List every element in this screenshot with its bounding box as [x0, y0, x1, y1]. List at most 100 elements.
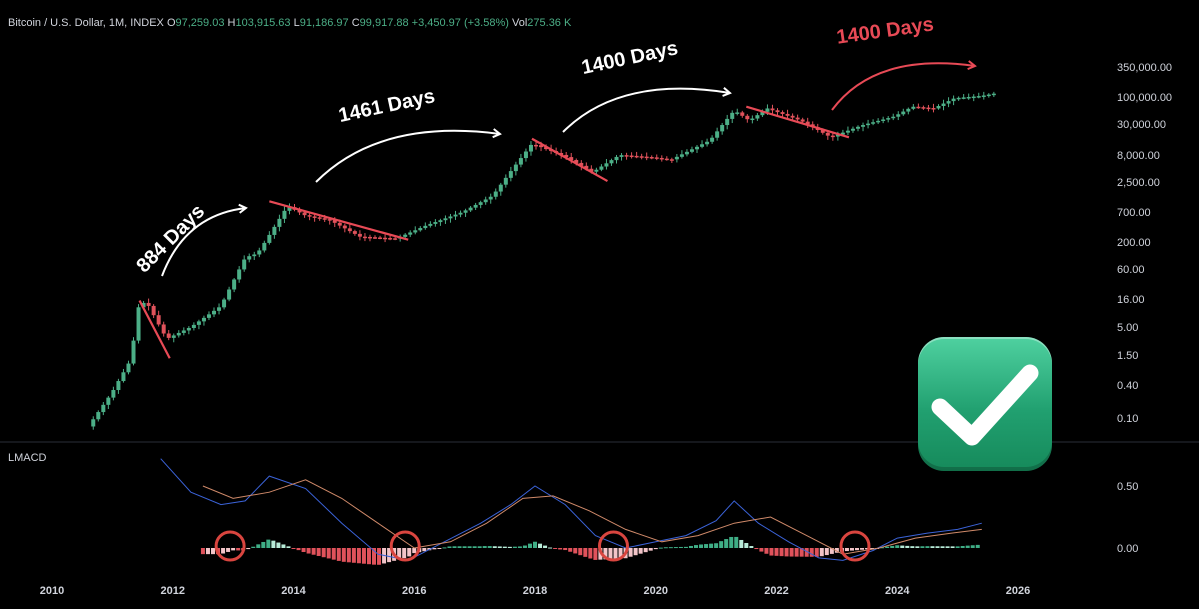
cycle-annotation: 1461 Days [337, 85, 437, 127]
histogram-bar [643, 548, 648, 553]
candle-up [891, 116, 896, 119]
candle-up [212, 310, 217, 315]
histogram-bar [779, 548, 784, 557]
histogram-bar [356, 548, 361, 564]
histogram-bar [774, 548, 779, 556]
candle-up [956, 97, 961, 100]
candle-up [453, 214, 458, 217]
histogram-bar [925, 546, 930, 548]
candle-down [926, 107, 931, 110]
candle-up [966, 96, 971, 99]
candle-up [232, 279, 237, 290]
histogram-bar [256, 544, 261, 548]
candle-up [181, 330, 186, 333]
candle-up [403, 234, 408, 237]
candle-up [861, 125, 866, 127]
price-tick-label: 16.00 [1117, 294, 1145, 306]
candle-down [785, 113, 790, 116]
histogram-bar [764, 548, 769, 554]
price-tick-label: 200.00 [1117, 237, 1151, 249]
price-axis: 350,000.00 100,000.00 30,000.00 8,000.00 2,5… [1117, 62, 1172, 425]
candle-down [825, 132, 830, 136]
candle-up [498, 184, 503, 192]
histogram-bar [402, 548, 407, 559]
histogram-bar [226, 548, 231, 552]
annotation-arrow [161, 207, 247, 277]
histogram-bar [880, 547, 885, 549]
histogram-bar [593, 548, 598, 560]
histogram-bar [377, 548, 382, 565]
candle-down [584, 165, 589, 169]
candle-down [156, 315, 161, 325]
candle-up [287, 207, 292, 211]
cycle-annotation: 1400 Days [835, 13, 935, 48]
histogram-bar [311, 548, 316, 555]
time-tick-label: 2026 [1006, 585, 1030, 597]
histogram-bar [905, 545, 910, 548]
candle-down [820, 129, 825, 133]
histogram-bar [538, 543, 543, 548]
histogram-bar [372, 548, 376, 565]
histogram-bar [251, 546, 256, 548]
candle-down [534, 144, 539, 147]
candle-up [96, 412, 101, 420]
candle-down [634, 155, 639, 158]
candle-up [91, 419, 96, 427]
candle-down [639, 156, 644, 158]
crossover-circle [839, 530, 871, 562]
candle-down [146, 302, 151, 306]
candle-up [730, 112, 735, 119]
histogram-bar [814, 548, 819, 557]
candle-up [247, 256, 252, 260]
candle-up [488, 196, 493, 200]
histogram-bar [784, 548, 789, 557]
histogram-bar [809, 548, 814, 557]
candle-down [161, 324, 166, 334]
histogram-bar [900, 545, 905, 548]
price-tick-label: 60.00 [1117, 264, 1145, 276]
trendline [745, 105, 850, 139]
histogram-bar [492, 546, 497, 548]
histogram-bar [729, 536, 734, 548]
candle-down [790, 115, 795, 118]
candle-up [840, 132, 845, 135]
candle-down [373, 237, 378, 239]
histogram-bar [281, 544, 286, 548]
time-tick-label: 2014 [281, 585, 306, 597]
candle-up [262, 242, 267, 251]
candle-up [237, 269, 242, 280]
histogram-bar [341, 548, 346, 562]
histogram-bar [397, 548, 402, 560]
indicator-label: LMACD [8, 452, 47, 464]
histogram-bar [870, 548, 875, 549]
candle-down [322, 218, 327, 220]
price-tick-label: 700.00 [1117, 207, 1151, 219]
histogram-bar [960, 545, 965, 548]
histogram-bar [608, 548, 613, 560]
histogram-bar [452, 546, 457, 548]
candle-down [362, 236, 367, 239]
candle-up [458, 212, 463, 215]
histogram-bar [477, 546, 482, 548]
histogram-bar [301, 548, 306, 553]
candle-up [111, 390, 116, 398]
histogram-bar [910, 546, 915, 548]
histogram-bar [482, 546, 487, 548]
candle-down [830, 135, 835, 138]
candle-up [946, 101, 951, 104]
histogram-bar [663, 547, 668, 549]
histogram-bar [361, 548, 366, 564]
candle-down [393, 238, 398, 240]
candle-up [448, 216, 453, 219]
histogram-bar [407, 548, 412, 557]
histogram-bar [699, 544, 704, 548]
time-tick-label: 2012 [161, 585, 185, 597]
histogram-bar [211, 548, 215, 555]
histogram-bar [945, 546, 950, 548]
candle-up [171, 335, 176, 338]
histogram-bar [653, 548, 658, 550]
candle-down [327, 219, 332, 221]
candle-up [277, 218, 282, 227]
candle-up [513, 164, 518, 172]
